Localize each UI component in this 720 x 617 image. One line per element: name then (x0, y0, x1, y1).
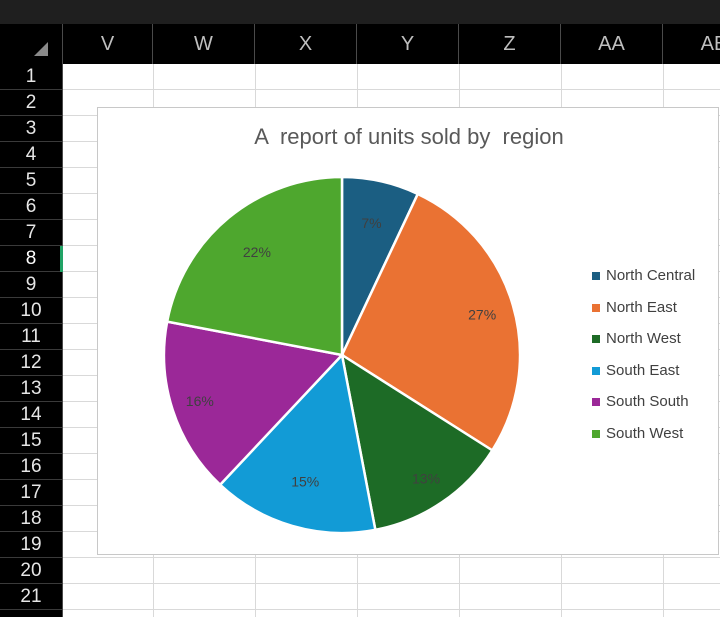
legend-entry-south-east[interactable]: South East (592, 361, 679, 381)
row-header-19[interactable]: 19 (0, 532, 62, 558)
data-label-south-south: 16% (186, 393, 214, 409)
legend-entry-south-west[interactable]: South West (592, 424, 683, 444)
pie-slice-south-south[interactable] (162, 320, 345, 487)
pie-slice-south-east[interactable] (218, 352, 377, 535)
legend-entry-north-west[interactable]: North West (592, 329, 681, 349)
column-header-x[interactable]: X (255, 24, 357, 64)
legend-label: South East (606, 361, 680, 379)
grid-row-line (63, 609, 720, 610)
data-label-south-west: 22% (243, 244, 271, 260)
row-header-7[interactable]: 7 (0, 220, 62, 246)
legend-swatch (592, 335, 600, 344)
row-header-17[interactable]: 17 (0, 480, 62, 506)
legend-swatch (592, 430, 600, 439)
legend-entry-south-south[interactable]: South South (592, 392, 689, 412)
legend-entry-north-central[interactable]: North Central (592, 266, 695, 286)
legend-swatch (592, 303, 600, 312)
column-headers: V W X Y Z AA AB (0, 24, 720, 65)
row-header-18[interactable]: 18 (0, 506, 62, 532)
select-all-corner[interactable] (0, 24, 63, 64)
select-all-triangle-icon[interactable] (34, 42, 48, 56)
row-header-3[interactable]: 3 (0, 116, 62, 142)
grid-row-line (63, 583, 720, 584)
column-header-y[interactable]: Y (357, 24, 459, 64)
row-header-4[interactable]: 4 (0, 142, 62, 168)
pie-slice-south-west[interactable] (165, 175, 344, 357)
data-label-north-west: 13% (412, 471, 440, 487)
grid-row-line (63, 89, 720, 90)
row-header-9[interactable]: 9 (0, 272, 62, 298)
pie-chart-object[interactable]: A report of units sold by region 7% 27% 13… (97, 107, 719, 555)
column-header-ab[interactable]: AB (700, 33, 720, 55)
row-headers: 1 2 3 4 5 6 7 8 9 10 11 12 13 14 15 16 1… (0, 64, 63, 617)
legend-label: South South (606, 393, 689, 411)
title-bar (0, 0, 720, 24)
row-header-16[interactable]: 16 (0, 454, 62, 480)
row-header-10[interactable]: 10 (0, 298, 62, 324)
pie-slice-north-west[interactable] (340, 352, 495, 532)
chart-title[interactable]: A report of units sold by region (254, 124, 564, 149)
row-header-20[interactable]: 20 (0, 558, 62, 584)
column-header-z[interactable]: Z (459, 24, 561, 64)
legend-swatch (592, 398, 600, 407)
row-header-1[interactable]: 1 (0, 64, 62, 90)
selected-row-indicator (60, 246, 63, 272)
legend-label: North West (606, 330, 681, 348)
row-header-14[interactable]: 14 (0, 402, 62, 428)
legend-entry-north-east[interactable]: North East (592, 298, 677, 318)
column-header-v[interactable]: V (63, 24, 153, 64)
row-header-8[interactable]: 8 (0, 246, 62, 272)
row-header-2[interactable]: 2 (0, 90, 62, 116)
row-header-11[interactable]: 11 (0, 324, 62, 350)
column-header-w[interactable]: W (153, 24, 255, 64)
row-header-12[interactable]: 12 (0, 350, 62, 376)
legend-swatch (592, 366, 600, 375)
row-header-6[interactable]: 6 (0, 194, 62, 220)
row-header-21[interactable]: 21 (0, 584, 62, 610)
row-header-15[interactable]: 15 (0, 428, 62, 454)
legend-swatch (592, 272, 600, 281)
legend-label: South West (606, 425, 684, 442)
pie-slice-north-east[interactable] (340, 192, 522, 453)
column-header-aa[interactable]: AA (561, 24, 663, 64)
data-label-north-east: 27% (468, 306, 496, 322)
data-label-north-central: 7% (361, 215, 381, 231)
row-header-13[interactable]: 13 (0, 376, 62, 402)
grid-row-line (63, 557, 720, 558)
data-label-south-east: 15% (291, 473, 319, 489)
legend-label: North Central (606, 267, 696, 284)
legend-label: North East (606, 298, 677, 316)
pie-chart-plot: 7% 27% 13% 15% 16% 22% (162, 175, 522, 535)
row-header-5[interactable]: 5 (0, 168, 62, 194)
